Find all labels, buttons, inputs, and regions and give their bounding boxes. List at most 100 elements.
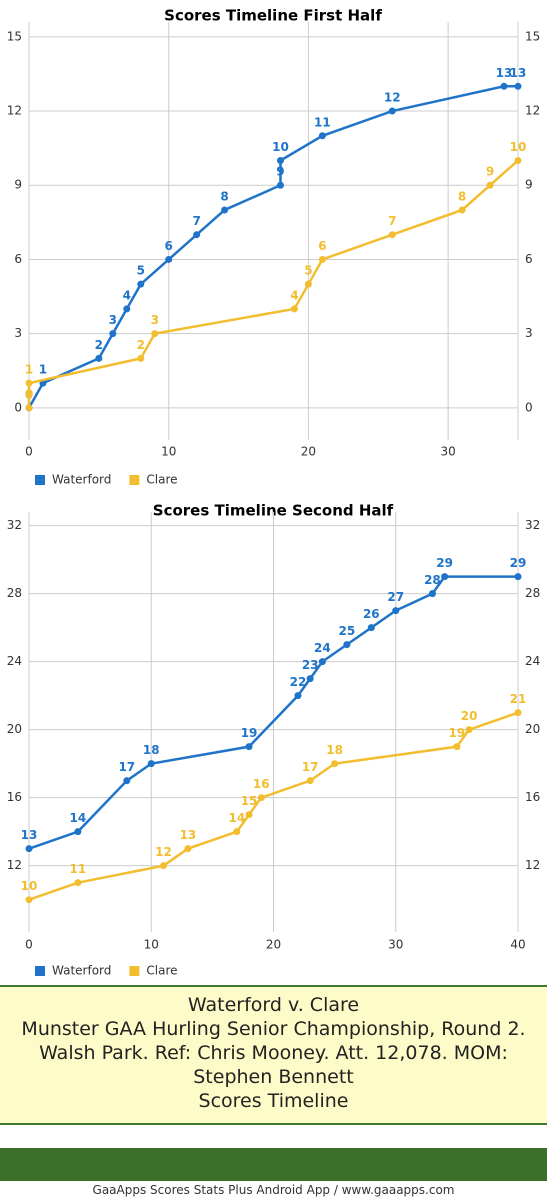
point [165, 255, 173, 263]
y-tick-label: 12 [7, 858, 22, 872]
y-tick-label: 15 [525, 29, 540, 43]
point [109, 330, 117, 338]
point [25, 379, 33, 387]
info-line: Munster GAA Hurling Senior Championship,… [21, 1018, 526, 1088]
y-tick-label: 9 [14, 178, 22, 192]
data-label: 27 [387, 590, 404, 604]
legend-swatch [35, 475, 45, 485]
legend-label: Waterford [52, 473, 111, 487]
data-label: 9 [276, 165, 284, 179]
point [331, 760, 339, 768]
y-tick-label: 3 [525, 326, 533, 340]
point [500, 82, 508, 90]
point [276, 181, 284, 189]
point [184, 845, 192, 853]
point [147, 760, 155, 768]
data-label: 8 [458, 189, 466, 203]
y-tick-label: 6 [525, 252, 533, 266]
point [151, 330, 159, 338]
data-label: 18 [326, 743, 343, 757]
data-label: 24 [314, 641, 331, 655]
point [306, 777, 314, 785]
y-tick-label: 32 [7, 518, 22, 532]
series-line [27, 85, 518, 409]
legend-swatch [35, 966, 45, 976]
data-label: 15 [241, 794, 258, 808]
point [95, 354, 103, 362]
data-label: 21 [510, 692, 527, 706]
x-tick-label: 30 [441, 445, 456, 459]
y-tick-label: 32 [525, 518, 540, 532]
chart: Scores Timeline Second Half 12 12 16 16 20 20 2… [7, 502, 541, 978]
y-tick-label: 24 [525, 654, 540, 668]
legend-swatch [129, 475, 140, 485]
y-tick-label: 6 [14, 252, 22, 266]
y-tick-label: 12 [7, 104, 22, 118]
x-tick-label: 10 [161, 445, 176, 459]
data-label: 2 [137, 338, 145, 352]
point [453, 743, 461, 751]
x-tick-label: 20 [301, 445, 316, 459]
point [514, 82, 522, 90]
data-label: 18 [143, 743, 160, 757]
point [458, 206, 466, 214]
point [388, 231, 396, 239]
point [74, 828, 82, 836]
point [514, 709, 522, 717]
data-label: 3 [109, 313, 117, 327]
point [257, 794, 265, 802]
data-label: 1 [39, 363, 47, 377]
point [123, 305, 131, 313]
data-label: 11 [314, 115, 331, 129]
y-tick-label: 24 [7, 654, 22, 668]
point [318, 658, 326, 666]
point [294, 692, 302, 700]
point [221, 206, 229, 214]
data-label: 29 [510, 556, 527, 570]
y-tick-label: 20 [525, 722, 540, 736]
y-tick-label: 12 [525, 858, 540, 872]
point [245, 743, 253, 751]
x-tick-label: 40 [510, 938, 525, 952]
y-tick-label: 20 [7, 722, 22, 736]
series-line [28, 575, 518, 850]
info-line: Waterford v. Clare [187, 994, 360, 1016]
data-label: 0 [25, 387, 33, 401]
data-label: 13 [21, 828, 38, 842]
y-tick-label: 28 [525, 586, 540, 600]
data-label: 26 [363, 607, 380, 621]
point [25, 845, 33, 853]
legend-label: Clare [146, 964, 177, 978]
x-tick-label: 30 [388, 938, 403, 952]
data-label: 22 [290, 675, 307, 689]
point [514, 157, 522, 165]
x-tick-label: 0 [25, 938, 33, 952]
y-tick-label: 0 [14, 400, 22, 414]
point [392, 607, 400, 615]
point [245, 811, 253, 819]
data-label: 9 [486, 165, 494, 179]
data-label: 12 [155, 845, 172, 859]
point [137, 354, 145, 362]
credit: GaaApps Scores Stats Plus Android App / … [92, 1183, 455, 1197]
data-label: 5 [304, 264, 312, 278]
data-label: 28 [424, 573, 441, 587]
chart-title: Scores Timeline Second Half [153, 502, 394, 520]
point [276, 157, 284, 165]
y-tick-label: 0 [525, 400, 533, 414]
x-tick-label: 20 [266, 938, 281, 952]
data-label: 13 [180, 828, 197, 842]
legend-label: Clare [146, 473, 177, 487]
data-label: 8 [220, 189, 228, 203]
data-label: 20 [461, 709, 478, 723]
data-label: 13 [496, 66, 513, 80]
legend-swatch [129, 966, 140, 976]
point [304, 280, 312, 288]
data-label: 23 [302, 658, 319, 672]
data-label: 12 [384, 91, 401, 105]
point [343, 641, 351, 649]
data-label: 10 [272, 140, 289, 154]
point [428, 590, 436, 598]
